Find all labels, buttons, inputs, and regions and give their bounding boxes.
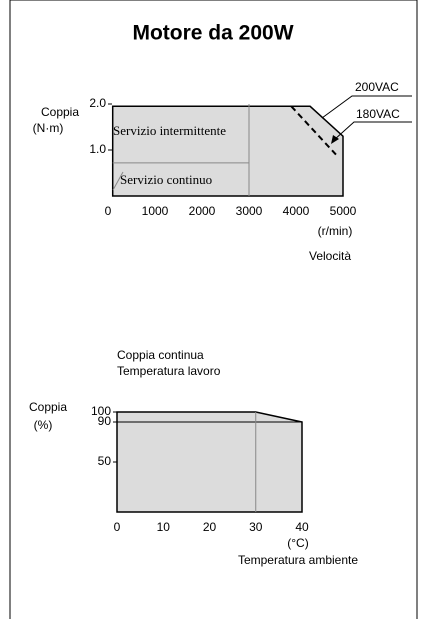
series-label: 180VAC xyxy=(356,107,400,121)
arrowhead xyxy=(331,135,339,144)
x-tick-label: 0 xyxy=(105,204,112,218)
x-axis-label: Velocità xyxy=(309,249,351,263)
y-tick-label: 100 xyxy=(91,404,111,418)
leader xyxy=(112,171,124,191)
page-title: Motore da 200W xyxy=(132,22,293,45)
y-axis-label: (%) xyxy=(34,418,53,432)
region-label: Servizio intermittente xyxy=(113,123,226,138)
leader xyxy=(333,121,412,141)
x-tick-label: 0 xyxy=(114,520,121,534)
curve xyxy=(290,105,337,156)
y-axis-label: (N·m) xyxy=(33,121,64,135)
x-tick-label: 10 xyxy=(157,520,171,534)
x-axis-label: (r/min) xyxy=(318,224,353,238)
curve xyxy=(116,411,303,513)
y-tick-label: 50 xyxy=(98,454,112,468)
y-tick-label: 90 xyxy=(98,414,112,428)
y-axis-label: Coppia xyxy=(41,105,79,119)
region-label: Servizio continuo xyxy=(120,172,212,187)
y-axis-label: Coppia xyxy=(29,400,67,414)
curve xyxy=(111,105,344,197)
x-tick-label: 4000 xyxy=(283,204,310,218)
x-tick-label: 3000 xyxy=(236,204,263,218)
x-axis-label: (°C) xyxy=(287,536,308,550)
frame xyxy=(9,0,418,619)
x-tick-label: 2000 xyxy=(189,204,216,218)
x-tick-label: 1000 xyxy=(142,204,169,218)
x-tick-label: 20 xyxy=(203,520,217,534)
x-tick-label: 40 xyxy=(295,520,309,534)
x-tick-label: 30 xyxy=(249,520,263,534)
x-axis-label: Temperatura ambiente xyxy=(238,553,358,567)
x-tick-label: 5000 xyxy=(330,204,357,218)
chart-title: Temperatura lavoro xyxy=(117,364,221,378)
chart-title: Coppia continua xyxy=(117,348,204,362)
series-label: 200VAC xyxy=(355,80,399,94)
leader xyxy=(321,95,412,119)
y-tick-label: 2.0 xyxy=(89,96,106,110)
y-tick-label: 1.0 xyxy=(89,142,106,156)
